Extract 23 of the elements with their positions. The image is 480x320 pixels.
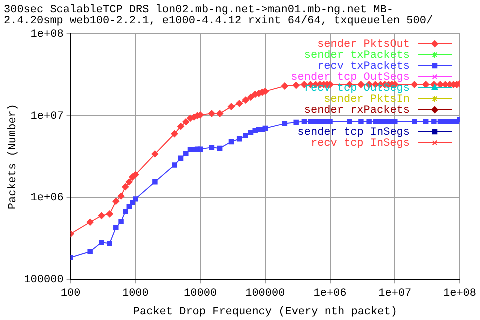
x-tick-label: 1e+08 <box>443 288 477 300</box>
y-tick-label: 1e+07 <box>30 110 64 123</box>
x-tick-label: 1000 <box>122 288 149 300</box>
x-tick-label: 1e+07 <box>378 288 412 300</box>
legend-label: sender PktsIn <box>324 94 410 106</box>
y-tick-label: 1e+08 <box>30 28 64 41</box>
x-axis-title: Packet Drop Frequency (Every nth packet) <box>133 306 398 318</box>
text: 2.4.20smp web100-2.2.1, e1000-4.4.12 rxint 64/64, txqueuelen 500/ <box>4 15 434 28</box>
text: 300sec ScalableTCP DRS lon02.mb-ng.net->man01.mb-ng.net MB- <box>4 4 394 16</box>
legend-label: sender rxPackets <box>304 104 410 117</box>
legend-label: sender txPackets <box>304 50 410 62</box>
y-tick-label: 100000 <box>24 274 64 287</box>
x-tick-label: 10000 <box>184 288 218 300</box>
legend-label: recv txPackets <box>318 60 410 73</box>
legend-label: recv tcp InSegs <box>310 138 410 150</box>
legend-label: sender PktsOut <box>318 38 410 51</box>
x-tick-label: 100 <box>60 288 81 300</box>
legend-label: sender tcp InSegs <box>298 126 410 139</box>
legend-label: sender tcp OutSegs <box>291 72 410 84</box>
x-tick-label: 100000 <box>246 288 286 300</box>
y-axis-title: Packets (Number) <box>8 104 20 210</box>
y-tick-label: 1e+06 <box>30 192 64 205</box>
x-tick-label: 1e+06 <box>314 288 347 300</box>
